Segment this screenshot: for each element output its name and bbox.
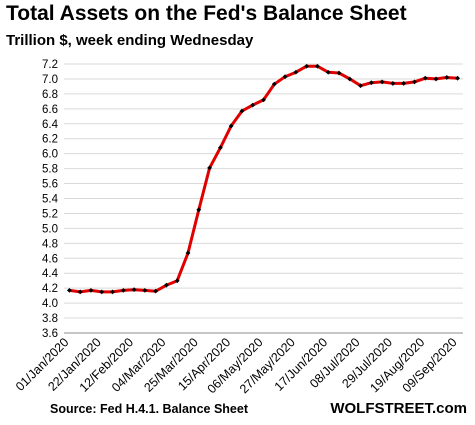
y-tick-label: 4.2 [42, 283, 58, 295]
data-point [422, 75, 428, 81]
data-point [293, 69, 299, 75]
y-tick-label: 5.8 [42, 164, 58, 176]
data-point [261, 97, 266, 103]
data-point [142, 288, 148, 293]
chart-subtitle: Trillion $, week ending Wednesday [6, 32, 254, 49]
y-tick-label: 5.0 [42, 223, 58, 235]
data-point [99, 289, 105, 295]
data-point [282, 74, 288, 80]
y-tick-label: 4.6 [42, 253, 58, 265]
data-point [271, 81, 277, 87]
data-point [390, 81, 396, 86]
data-point [412, 79, 417, 85]
data-point [77, 289, 83, 295]
y-tick-label: 4.0 [42, 298, 58, 310]
chart-title: Total Assets on the Fed's Balance Sheet [6, 2, 407, 25]
data-point [153, 288, 159, 294]
data-point [325, 69, 331, 75]
data-point [304, 63, 310, 69]
data-point [66, 288, 72, 293]
data-point [379, 79, 385, 85]
y-tick-label: 3.8 [42, 313, 58, 325]
gridlines [64, 63, 463, 334]
y-tick-label: 5.4 [42, 194, 59, 206]
y-tick-label: 6.0 [42, 149, 58, 161]
data-point [401, 81, 407, 86]
y-tick-label: 4.8 [42, 238, 58, 250]
x-axis-ticks: 01/Jan/202022/Jan/202012/Feb/202004/Mar/… [13, 335, 460, 396]
data-point [444, 75, 450, 80]
data-point [120, 288, 126, 293]
data-point [228, 123, 234, 129]
y-tick-label: 6.8 [42, 89, 58, 101]
source-note: Source: Fed H.4.1. Balance Sheet [50, 402, 248, 416]
data-point [217, 145, 223, 151]
data-point [433, 76, 439, 82]
brand-label: WOLFSTREET.com [330, 400, 467, 417]
data-point [315, 63, 320, 69]
data-point [239, 108, 245, 114]
y-tick-label: 5.6 [42, 179, 58, 191]
data-point [250, 102, 256, 108]
y-axis-ticks: 3.6 3.8 4.0 4.2 4.4 4.6 4.8 5.0 5.2 5.4 5.6 5.8 6.0 6… [42, 59, 59, 340]
data-point [131, 287, 137, 293]
data-point [207, 165, 212, 171]
y-tick-label: 4.4 [42, 268, 59, 280]
y-tick-label: 6.4 [42, 119, 59, 131]
y-tick-label: 7.2 [42, 59, 58, 71]
data-point [196, 207, 202, 213]
y-tick-label: 7.0 [42, 74, 58, 86]
data-point [88, 288, 94, 293]
data-point [347, 76, 353, 82]
y-tick-label: 5.2 [42, 208, 58, 220]
data-point [164, 282, 169, 288]
data-point [110, 289, 115, 295]
data-point [368, 80, 374, 86]
y-tick-label: 6.2 [42, 134, 58, 146]
y-tick-label: 6.6 [42, 104, 58, 116]
data-point [358, 83, 363, 89]
data-point [174, 278, 180, 284]
data-point [455, 75, 461, 81]
y-tick-label: 3.6 [42, 328, 58, 340]
data-point [336, 70, 342, 76]
data-point [185, 250, 191, 256]
series-total-assets [66, 63, 461, 295]
